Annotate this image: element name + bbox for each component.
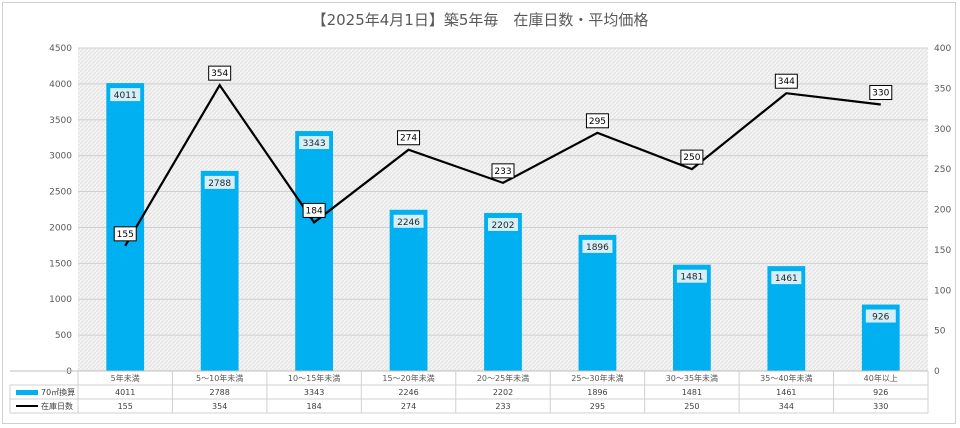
line-data-label-box [113, 226, 137, 242]
bar-data-label: 2246 [397, 218, 420, 228]
table-cell: 155 [118, 402, 133, 411]
table-cell: 1481 [682, 388, 702, 397]
bar-data-label: 1896 [586, 243, 609, 253]
line-data-label-box [302, 202, 326, 218]
bar-data-label-box [676, 269, 707, 283]
bar [484, 212, 522, 371]
table-cell: 2202 [493, 388, 513, 397]
y-right-tick-label: 0 [934, 367, 940, 377]
x-tick-label: 20～25年未満 [477, 373, 529, 383]
bar [389, 209, 428, 371]
table-cell: 1896 [587, 388, 607, 397]
bar-data-label: 3343 [303, 139, 326, 149]
table-cell: 233 [495, 402, 510, 411]
bar [200, 170, 239, 371]
bar-data-label: 2202 [492, 221, 515, 231]
line-data-label-box [585, 113, 609, 129]
y-right-tick-label: 400 [934, 44, 951, 54]
line-data-label: 330 [872, 89, 889, 99]
table-cell: 295 [590, 402, 605, 411]
bar-data-label-box [488, 217, 518, 231]
bar-data-label: 2788 [208, 179, 231, 189]
table-cell: 2246 [398, 388, 418, 397]
y-right-tick-label: 300 [934, 125, 951, 135]
line-data-label-box [208, 65, 232, 81]
line-data-label: 233 [494, 167, 511, 177]
table-cell: 250 [684, 402, 699, 411]
chart-frame [2, 2, 956, 424]
y-left-tick-label: 2500 [49, 188, 72, 198]
legend-label-line: 在庫日数 [41, 401, 73, 411]
table-cell: 274 [401, 402, 416, 411]
x-tick-label: 30～35年未満 [666, 373, 718, 383]
x-tick-label: 5年未満 [111, 373, 140, 383]
line-data-label-box [680, 149, 704, 165]
y-right-tick-label: 50 [934, 327, 946, 337]
bar-data-label-box [299, 136, 330, 150]
line-data-label: 274 [400, 134, 417, 144]
bar [578, 234, 617, 371]
x-tick-label: 40年以上 [864, 373, 898, 383]
y-left-tick-label: 3500 [49, 116, 72, 126]
bar-data-label: 4011 [114, 91, 137, 101]
chart-title: 【2025年4月1日】築5年毎 在庫日数・平均価格 [312, 11, 649, 29]
table-cell: 926 [873, 388, 888, 397]
bar-data-label: 1461 [775, 274, 798, 284]
y-right-tick-label: 200 [934, 206, 951, 216]
table-cell: 354 [212, 402, 227, 411]
y-left-tick-label: 3000 [49, 152, 72, 162]
bar-data-label-box [582, 239, 613, 253]
y-right-tick-label: 150 [934, 246, 951, 256]
table-cell: 184 [306, 402, 321, 411]
y-left-tick-label: 500 [55, 331, 72, 341]
line-data-label: 354 [211, 69, 228, 79]
bar-data-label-box [771, 271, 802, 285]
y-left-tick-label: 4000 [49, 80, 72, 90]
x-tick-label: 35～40年未満 [760, 373, 812, 383]
bar-data-label-box [865, 309, 896, 323]
table-cell: 2788 [209, 388, 229, 397]
y-left-tick-label: 2000 [49, 223, 72, 233]
line-data-label: 295 [589, 117, 606, 127]
legend-label-bar: 70㎡換算 [41, 387, 75, 397]
line-data-label-box [491, 163, 515, 179]
table-cell: 344 [779, 402, 794, 411]
y-left-tick-label: 0 [66, 367, 72, 377]
y-left-tick-label: 1000 [49, 295, 72, 305]
table-cell: 330 [873, 402, 888, 411]
bar-data-label: 926 [872, 313, 889, 323]
y-right-tick-label: 100 [934, 286, 951, 296]
line-data-label: 184 [306, 206, 323, 216]
bar-data-label: 1481 [680, 273, 703, 283]
line-data-label-box [774, 73, 798, 89]
line-data-label: 155 [117, 230, 134, 240]
y-left-tick-label: 4500 [49, 44, 72, 54]
line-data-label-box [869, 85, 893, 101]
y-left-tick-label: 1500 [49, 259, 72, 269]
line-data-label: 344 [778, 77, 795, 87]
line-data-label-box [397, 130, 421, 146]
line-series [124, 83, 881, 247]
x-tick-label: 5～10年未満 [196, 373, 243, 383]
y-right-tick-label: 250 [934, 165, 951, 175]
x-tick-label: 15～20年未満 [382, 373, 434, 383]
legend-key-bar [16, 390, 38, 395]
y-right-tick-label: 350 [934, 84, 951, 94]
bar-data-label-box [204, 175, 235, 189]
bar-data-label-box [393, 214, 424, 228]
x-tick-label: 10～15年未満 [288, 373, 340, 383]
table-cell: 1461 [776, 388, 796, 397]
table-cell: 4011 [115, 388, 135, 397]
table-cell: 3343 [304, 388, 324, 397]
x-tick-label: 25～30年未満 [571, 373, 623, 383]
bar-data-label-box [110, 88, 141, 102]
line-data-label: 250 [683, 153, 700, 163]
bar [295, 131, 333, 371]
